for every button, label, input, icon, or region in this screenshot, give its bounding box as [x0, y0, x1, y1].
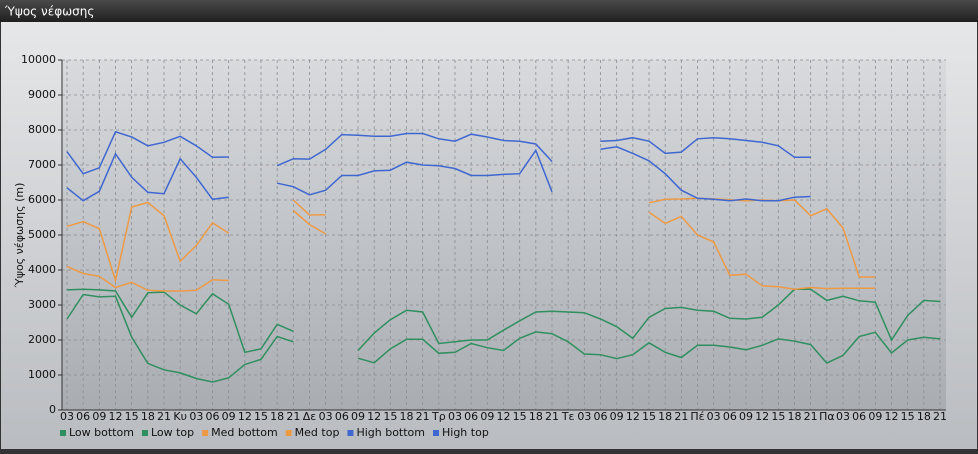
- legend-swatch: [285, 430, 292, 436]
- x-tick-label: 21: [674, 410, 688, 423]
- x-tick-label: 12: [626, 410, 640, 423]
- y-tick-label: 1000: [28, 368, 56, 381]
- chart-title: Ύψος νέφωσης: [4, 5, 94, 19]
- y-tick-label: 8000: [28, 123, 56, 136]
- x-tick-label: 03: [189, 410, 203, 423]
- x-tick-label: 03: [707, 410, 721, 423]
- legend-label: Med top: [295, 426, 340, 439]
- plot-area: [62, 60, 946, 410]
- x-tick-label: 06: [852, 410, 866, 423]
- x-tick-label: 21: [804, 410, 818, 423]
- y-axis-label: Ύψος νέφωσης (m): [13, 183, 26, 289]
- y-tick-label: 9000: [28, 88, 56, 101]
- x-tick-label: 21: [545, 410, 559, 423]
- x-tick-label: 06: [594, 410, 608, 423]
- x-tick-label: 18: [141, 410, 155, 423]
- x-tick-label: 06: [723, 410, 737, 423]
- x-tick-label: 09: [92, 410, 106, 423]
- x-tick-label: Δε: [303, 410, 317, 423]
- y-tick-label: 3000: [28, 298, 56, 311]
- legend-swatch: [433, 430, 439, 436]
- x-tick-label: Τε: [561, 410, 575, 423]
- legend-label: High bottom: [356, 426, 425, 439]
- x-tick-label: 15: [771, 410, 785, 423]
- x-tick-label: 18: [917, 410, 931, 423]
- x-tick-label: 06: [335, 410, 349, 423]
- x-tick-label: 12: [367, 410, 381, 423]
- x-tick-label: 15: [125, 410, 139, 423]
- x-tick-label: Τρ: [431, 410, 446, 423]
- x-tick-label: 06: [76, 410, 90, 423]
- x-tick-label: 03: [836, 410, 850, 423]
- legend-label: Med bottom: [211, 426, 278, 439]
- x-tick-label: 21: [416, 410, 430, 423]
- x-tick-label: 03: [60, 410, 74, 423]
- legend-label: Low bottom: [69, 426, 134, 439]
- x-tick-label: 15: [383, 410, 397, 423]
- x-tick-label: 06: [206, 410, 220, 423]
- x-tick-label: 12: [755, 410, 769, 423]
- series-line: [66, 293, 941, 383]
- legend-label: High top: [442, 426, 489, 439]
- x-tick-label: 21: [286, 410, 300, 423]
- x-tick-label: 12: [497, 410, 511, 423]
- x-tick-label: Κυ: [173, 410, 187, 423]
- title-bar: [0, 0, 978, 22]
- y-tick-label: 6000: [28, 193, 56, 206]
- y-tick-label: 0: [49, 403, 56, 416]
- x-tick-label: 21: [157, 410, 171, 423]
- x-tick-label: 12: [238, 410, 252, 423]
- legend-swatch: [202, 430, 209, 436]
- series-line: [66, 146, 811, 202]
- series-line: [66, 130, 811, 175]
- x-tick-label: 09: [480, 410, 494, 423]
- x-tick-label: 06: [464, 410, 478, 423]
- y-tick-label: 7000: [28, 158, 56, 171]
- y-tick-label: 10000: [21, 53, 56, 66]
- x-tick-label: 18: [529, 410, 543, 423]
- y-tick-label: 5000: [28, 228, 56, 241]
- legend-label: Low top: [151, 426, 194, 439]
- x-tick-label: 12: [885, 410, 899, 423]
- x-tick-label: 18: [270, 410, 284, 423]
- x-tick-label: 09: [868, 410, 882, 423]
- y-tick-label: 4000: [28, 263, 56, 276]
- legend-swatch: [347, 430, 354, 436]
- x-tick-label: 15: [254, 410, 268, 423]
- legend-swatch: [60, 430, 66, 436]
- x-tick-label: Πέ: [690, 410, 704, 423]
- x-tick-label: 03: [319, 410, 333, 423]
- x-tick-label: 03: [577, 410, 591, 423]
- x-tick-label: 21: [933, 410, 947, 423]
- x-tick-label: 09: [610, 410, 624, 423]
- series-line: [66, 288, 941, 354]
- x-tick-label: 15: [513, 410, 527, 423]
- series-line: [66, 209, 876, 292]
- x-tick-label: 18: [400, 410, 414, 423]
- legend-swatch: [141, 430, 148, 436]
- x-tick-label: Πα: [819, 410, 835, 423]
- x-tick-label: 09: [222, 410, 236, 423]
- x-tick-label: 12: [109, 410, 123, 423]
- x-tick-label: 09: [351, 410, 365, 423]
- y-tick-label: 2000: [28, 333, 56, 346]
- x-tick-label: 18: [658, 410, 672, 423]
- x-tick-label: 18: [788, 410, 802, 423]
- x-tick-label: 15: [901, 410, 915, 423]
- x-tick-label: 15: [642, 410, 656, 423]
- x-tick-label: 09: [739, 410, 753, 423]
- x-tick-label: 03: [448, 410, 462, 423]
